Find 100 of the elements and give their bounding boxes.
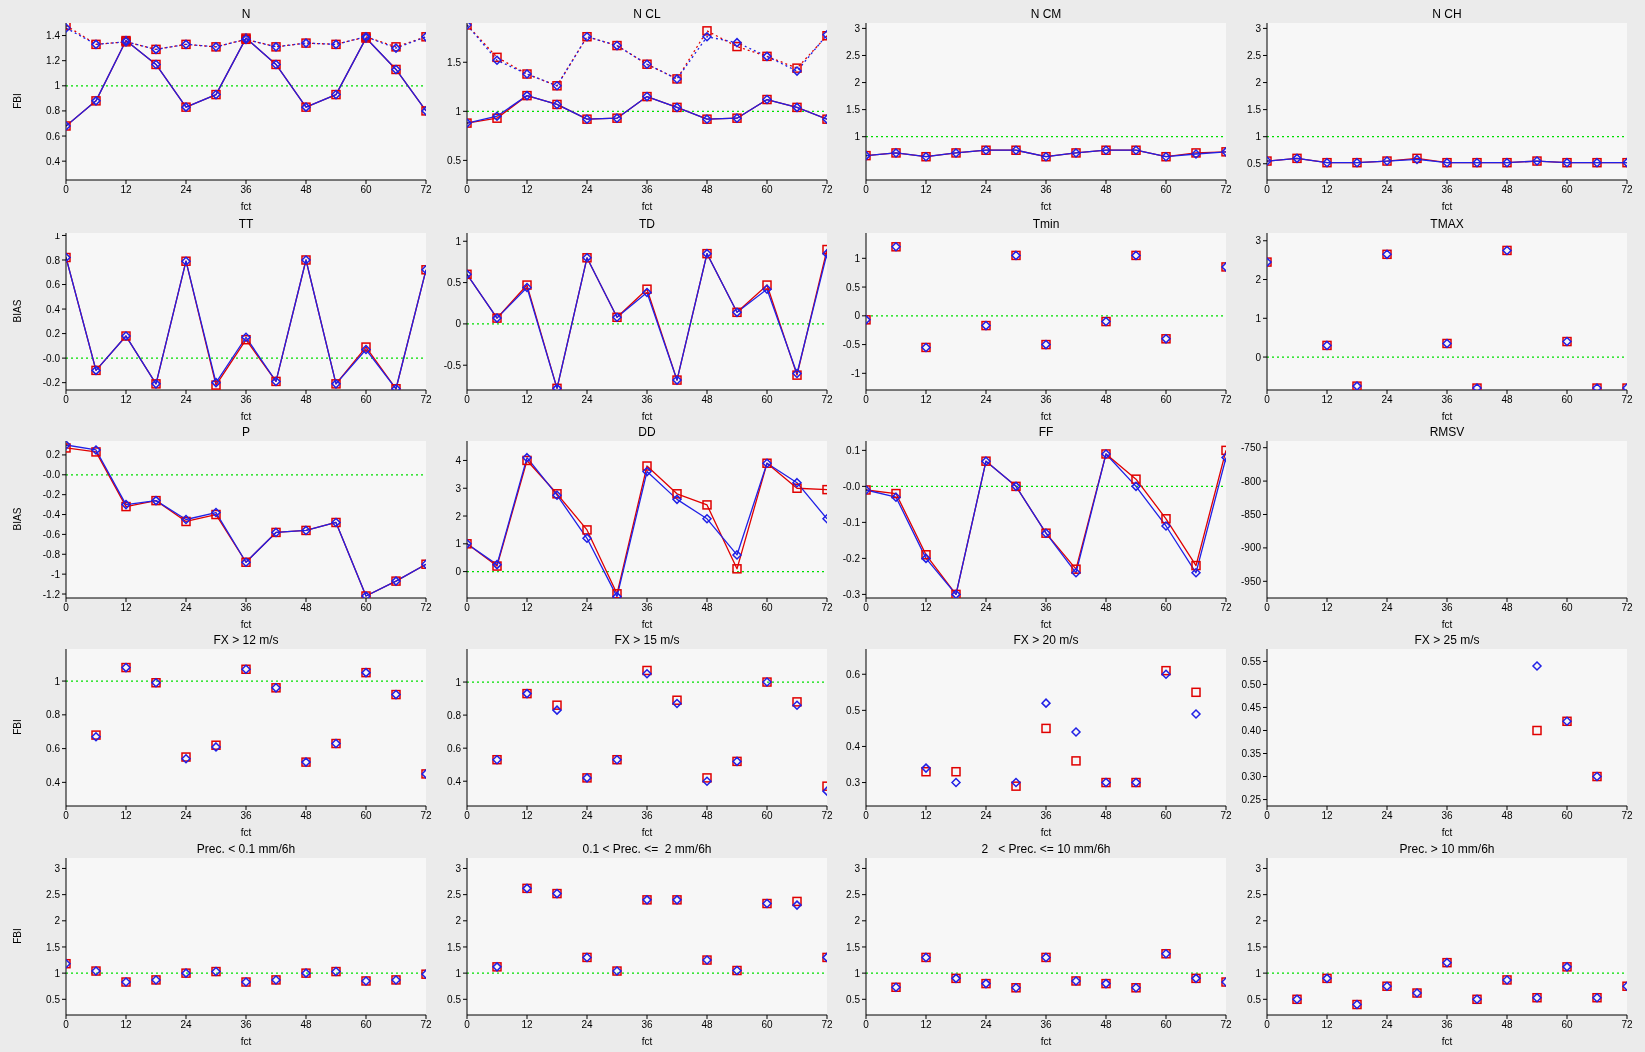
x-axis-title: fct: [1040, 619, 1052, 630]
y-tick-label: 0.5: [447, 277, 462, 289]
x-axis-title: fct: [240, 1036, 252, 1047]
y-tick-label: -750: [1240, 442, 1262, 454]
x-tick-label: 60: [1160, 1019, 1172, 1031]
x-axis-title: fct: [1441, 827, 1453, 838]
y-tick-label: 0.2: [46, 328, 61, 340]
x-tick-label: 72: [420, 394, 432, 406]
y-tick-label: 1: [54, 230, 61, 241]
x-axis-title: fct: [1441, 201, 1453, 212]
y-tick-label: 0.4: [447, 775, 462, 787]
x-tick-label: 0: [1264, 394, 1271, 406]
y-tick-label: 0.35: [1241, 748, 1262, 760]
x-tick-label: 24: [980, 602, 992, 614]
y-tick-label: -0.5: [443, 359, 462, 371]
x-tick-label: 24: [1381, 1019, 1393, 1031]
x-tick-label: 0: [863, 394, 870, 406]
y-tick-label: 2.5: [846, 889, 861, 901]
y-tick-label: 2.5: [1247, 50, 1262, 62]
y-tick-label: 2: [1255, 915, 1262, 927]
y-tick-label: 0.2: [46, 449, 61, 461]
x-axis-title: fct: [240, 201, 252, 212]
x-axis-title: fct: [240, 827, 252, 838]
x-tick-label: 48: [1501, 810, 1513, 822]
y-tick-label: 0.8: [46, 709, 61, 721]
x-tick-label: 12: [920, 184, 932, 196]
x-tick-label: 0: [464, 394, 471, 406]
chart-title: DD: [637, 425, 657, 439]
y-tick-label: 0: [455, 318, 462, 330]
x-axis-title: fct: [240, 411, 252, 422]
y-tick-label: 0.6: [46, 743, 61, 755]
x-tick-label: 72: [1621, 394, 1633, 406]
x-tick-label: 60: [761, 602, 773, 614]
x-tick-label: 36: [1040, 810, 1052, 822]
y-tick-label: 0.6: [46, 130, 61, 142]
x-tick-label: 12: [920, 810, 932, 822]
y-tick-label: 0.5: [447, 993, 462, 1005]
y-tick-label: 3: [1255, 863, 1262, 875]
x-axis-title: fct: [1040, 827, 1052, 838]
x-tick-label: 48: [1100, 1019, 1112, 1031]
y-tick-label: 0.8: [46, 254, 61, 266]
x-tick-label: 24: [980, 1019, 992, 1031]
chart-title: TD: [638, 217, 656, 231]
chart-title: 0.1 < Prec. <= 2 mm/6h: [581, 842, 713, 856]
y-tick-label: 0.8: [46, 105, 61, 117]
x-tick-label: 36: [641, 184, 653, 196]
y-tick-label: -0.4: [42, 509, 61, 521]
x-tick-label: 24: [581, 1019, 593, 1031]
chart-title: 2 < Prec. <= 10 mm/6h: [980, 842, 1112, 856]
x-tick-label: 48: [1100, 810, 1112, 822]
x-tick-label: 72: [1220, 810, 1232, 822]
y-tick-label: -0.2: [42, 489, 61, 501]
y-tick-label: 2: [854, 915, 861, 927]
x-tick-label: 0: [63, 602, 70, 614]
y-tick-label: 0.1: [846, 444, 861, 456]
x-tick-label: 24: [980, 810, 992, 822]
y-tick-label: -0.0: [42, 469, 61, 481]
x-tick-label: 48: [300, 810, 312, 822]
y-tick-label: 0: [854, 310, 861, 322]
y-tick-label: 1: [1255, 312, 1262, 324]
y-tick-label: 0.8: [447, 709, 462, 721]
x-axis-title: fct: [641, 411, 653, 422]
x-tick-label: 36: [1040, 394, 1052, 406]
y-tick-label: 0.5: [1247, 158, 1262, 170]
x-tick-label: 12: [120, 602, 132, 614]
y-tick-label: -0.3: [842, 588, 861, 600]
chart-title: RMSV: [1428, 425, 1466, 439]
x-tick-label: 72: [1621, 810, 1633, 822]
x-tick-label: 60: [761, 184, 773, 196]
y-tick-label: 1.5: [447, 56, 462, 68]
x-tick-label: 12: [120, 810, 132, 822]
x-tick-label: 0: [863, 1019, 870, 1031]
y-axis-title: FBI: [11, 717, 24, 737]
x-tick-label: 24: [980, 394, 992, 406]
y-tick-label: 2.5: [46, 889, 61, 901]
x-tick-label: 36: [1441, 1019, 1453, 1031]
y-tick-label: 0.5: [447, 154, 462, 166]
y-tick-label: 3: [1255, 235, 1262, 247]
x-axis-title: fct: [1040, 411, 1052, 422]
y-tick-label: 3: [455, 482, 462, 494]
x-tick-label: 60: [1160, 184, 1172, 196]
x-tick-label: 72: [420, 810, 432, 822]
y-tick-label: -0.0: [42, 352, 61, 364]
x-tick-label: 48: [701, 394, 713, 406]
x-tick-label: 72: [821, 602, 833, 614]
chart-title: N CM: [1029, 7, 1063, 21]
x-tick-label: 0: [863, 602, 870, 614]
x-tick-label: 12: [120, 184, 132, 196]
x-tick-label: 12: [521, 810, 533, 822]
x-tick-label: 24: [1381, 810, 1393, 822]
x-tick-label: 24: [581, 810, 593, 822]
y-tick-label: -900: [1240, 542, 1262, 554]
y-tick-label: 1: [854, 131, 861, 143]
x-tick-label: 36: [641, 1019, 653, 1031]
y-tick-label: -0.8: [42, 548, 61, 560]
x-tick-label: 72: [821, 810, 833, 822]
x-tick-label: 12: [521, 394, 533, 406]
x-tick-label: 72: [420, 184, 432, 196]
y-tick-label: 4: [455, 455, 462, 466]
y-tick-label: 1: [854, 252, 861, 264]
